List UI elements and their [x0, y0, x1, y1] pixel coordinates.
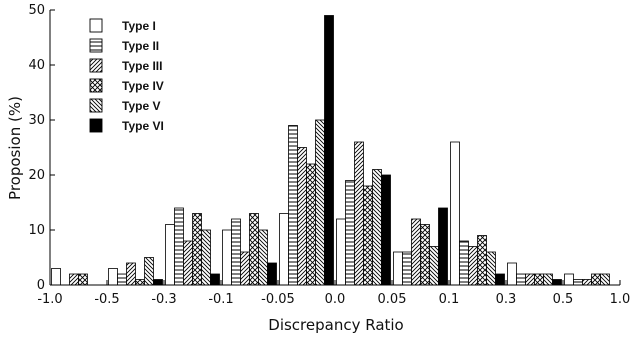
bar — [183, 240, 193, 286]
x-tick-label: -0.1 — [208, 292, 233, 307]
bar — [582, 279, 592, 286]
legend-swatch — [89, 38, 103, 53]
bar — [201, 229, 211, 286]
bar — [534, 273, 544, 286]
x-tick-label: 0.5 — [553, 292, 574, 307]
legend-label: Type V — [122, 99, 160, 113]
y-ticks: 0 10 20 30 40 50 — [28, 3, 55, 293]
bar — [222, 229, 232, 286]
bar — [459, 240, 469, 286]
bar — [402, 251, 412, 286]
legend-label: Type II — [122, 39, 159, 53]
bars-layer — [51, 15, 610, 286]
x-tick-label: 0.0 — [325, 292, 346, 307]
bar — [108, 268, 118, 286]
bar — [174, 207, 184, 286]
bar — [324, 15, 334, 286]
y-tick-label: 40 — [28, 58, 45, 73]
legend-swatch — [89, 18, 103, 33]
y-tick-label: 30 — [28, 113, 45, 128]
bar — [564, 273, 574, 286]
bar — [192, 213, 202, 286]
bar — [345, 180, 355, 286]
bar — [315, 119, 325, 286]
bar — [429, 246, 439, 286]
bar — [381, 174, 391, 286]
bar — [297, 147, 307, 286]
bar — [258, 229, 268, 286]
bar — [267, 262, 277, 286]
y-tick-label: 10 — [28, 223, 45, 238]
x-tick-label: -0.3 — [151, 292, 176, 307]
bar — [420, 224, 430, 286]
x-tick-label: -0.5 — [94, 292, 119, 307]
legend-swatch — [89, 98, 103, 113]
bar — [411, 218, 421, 286]
x-tick-label: 0.1 — [439, 292, 460, 307]
legend: Type I Type II Type III Type IV Type V Type V… — [89, 18, 164, 133]
y-tick-label: 50 — [28, 3, 45, 18]
legend-label: Type I — [122, 19, 156, 33]
legend-label: Type IV — [122, 79, 164, 93]
bar — [336, 218, 346, 286]
legend-swatch — [89, 118, 103, 133]
bar — [249, 213, 259, 286]
bar — [240, 251, 250, 286]
bar — [552, 279, 562, 286]
bar — [516, 273, 526, 286]
y-axis-title: Proposion (%) — [6, 96, 24, 200]
bar — [573, 279, 583, 286]
bar — [468, 246, 478, 286]
bar — [279, 213, 289, 286]
bar — [78, 273, 88, 286]
legend-swatch — [89, 78, 103, 93]
bar — [477, 235, 487, 286]
legend-swatch — [89, 58, 103, 73]
bar — [288, 125, 298, 286]
x-tick-label: 0.3 — [496, 292, 517, 307]
bar — [354, 141, 364, 286]
bar — [393, 251, 403, 286]
bar — [450, 141, 460, 286]
bar — [543, 273, 553, 286]
legend-label: Type III — [122, 59, 162, 73]
bar — [372, 169, 382, 286]
bar — [135, 279, 145, 286]
bar — [600, 273, 610, 286]
bar — [363, 185, 373, 286]
bar — [438, 207, 448, 286]
x-tick-label: -0.05 — [261, 292, 295, 307]
bar — [591, 273, 601, 286]
x-axis-title: Discrepancy Ratio — [268, 316, 403, 334]
bar — [306, 163, 316, 286]
x-tick-label: -1.0 — [37, 292, 62, 307]
x-ticks: -1.0 -0.5 -0.3 -0.1 -0.05 0.0 0.05 0.1 0.3 0.5 1.0 — [37, 280, 630, 307]
bar — [210, 273, 220, 286]
bar — [486, 251, 496, 286]
x-tick-label: 0.05 — [378, 292, 407, 307]
y-tick-label: 20 — [28, 168, 45, 183]
bar — [525, 273, 535, 286]
bar — [495, 273, 505, 286]
bar — [165, 224, 175, 286]
bar — [153, 279, 163, 286]
legend-label: Type VI — [122, 119, 164, 133]
x-tick-label: 1.0 — [610, 292, 630, 307]
bar — [231, 218, 241, 286]
bar — [144, 257, 154, 286]
bar — [126, 262, 136, 286]
bar — [51, 268, 61, 286]
bar — [69, 273, 79, 286]
bar — [117, 273, 127, 286]
bar — [507, 262, 517, 286]
y-tick-label: 0 — [37, 278, 45, 293]
